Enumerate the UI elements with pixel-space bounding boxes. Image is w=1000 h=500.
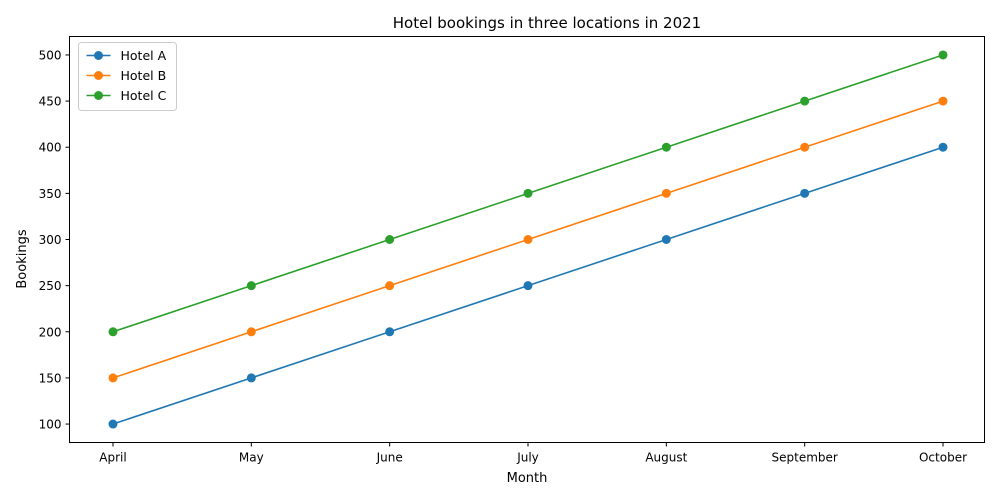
x-tick-label: August (645, 451, 687, 465)
x-tick-label: May (239, 451, 264, 465)
legend-label: Hotel C (121, 88, 167, 103)
y-tick-label: 250 (39, 279, 62, 293)
y-tick-label: 500 (39, 48, 62, 62)
data-point (523, 235, 533, 244)
y-tick-label: 350 (39, 187, 62, 201)
legend-marker (94, 91, 103, 100)
x-tick-label: April (99, 451, 126, 465)
axes-frame (69, 36, 985, 443)
y-tick-label: 150 (39, 371, 62, 385)
legend-label: Hotel A (121, 48, 167, 63)
legend-marker (94, 71, 103, 80)
data-point (108, 419, 118, 429)
data-point (108, 373, 118, 383)
data-point (246, 281, 256, 291)
data-point (385, 235, 395, 244)
x-tick-label: September (772, 451, 838, 465)
x-tick-label: July (516, 451, 539, 465)
data-point (938, 96, 948, 106)
data-point (246, 373, 256, 383)
legend-marker (94, 51, 103, 60)
x-tick-label: October (919, 451, 967, 465)
y-tick-label: 400 (39, 141, 62, 155)
legend-label: Hotel B (121, 68, 167, 83)
data-point (938, 50, 948, 60)
data-point (800, 188, 810, 198)
legend: Hotel A Hotel B Hotel C (78, 42, 177, 111)
y-tick-label: 450 (39, 95, 62, 109)
data-point (800, 96, 810, 106)
data-point (661, 235, 671, 244)
y-axis-label: Bookings (15, 229, 30, 288)
data-point (800, 142, 810, 152)
data-point (246, 327, 256, 337)
x-tick-label: June (376, 451, 403, 465)
y-tick-label: 100 (39, 418, 62, 432)
plot-area: April May June July August September October 10… (39, 48, 967, 464)
y-tick-label: 300 (39, 233, 62, 247)
y-tick-label: 200 (39, 325, 62, 339)
data-point (108, 327, 118, 337)
data-point (661, 142, 671, 152)
data-point (523, 281, 533, 291)
data-point (385, 281, 395, 291)
data-point (938, 142, 948, 152)
data-point (661, 188, 671, 198)
data-point (523, 188, 533, 198)
legend-box (78, 42, 177, 111)
data-point (385, 327, 395, 337)
x-axis-label: Month (507, 471, 548, 486)
chart-title: Hotel bookings in three locations in 202… (393, 14, 701, 32)
